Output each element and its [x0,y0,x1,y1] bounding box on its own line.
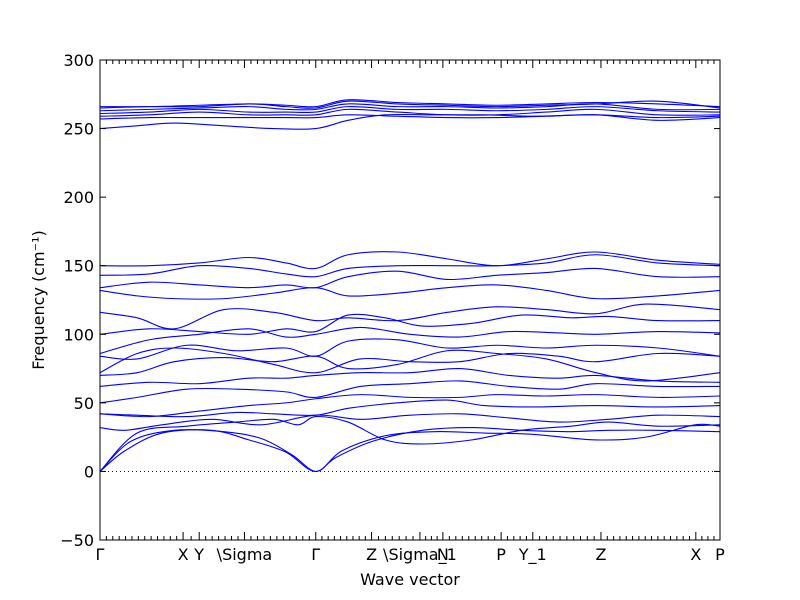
band-line-4 [99,413,721,431]
band-line-17 [99,254,721,278]
band-line-1 [99,426,721,472]
x-tick-label: \Sigma [217,545,273,564]
band-line-21 [99,108,721,117]
band-line-10 [99,347,721,374]
band-line-3 [99,415,721,472]
x-axis-label: Wave vector [360,570,460,589]
y-tick-label: 150 [63,257,94,276]
band-line-2 [99,423,721,472]
y-tick-group: −50 0 50 100 150 200 250 300 [60,51,720,550]
x-tick-label: N [437,545,449,564]
x-tick-label: Γ [311,545,320,564]
band-line-7 [99,380,721,404]
band-line-12 [99,326,721,355]
band-line-8 [99,368,721,387]
y-tick-label: 250 [63,120,94,139]
band-line-25 [99,99,721,108]
x-tick-label: Y_1 [518,545,547,565]
x-tick-label: Z [595,545,606,564]
y-tick-label: 300 [63,51,94,70]
x-tick-label: Y [193,545,204,564]
band-line-11 [99,338,721,360]
band-line-22 [99,106,721,115]
band-line-16 [99,267,721,289]
y-tick-label: 100 [63,325,94,344]
band-line-14 [99,303,721,330]
x-tick-label: Z [366,545,377,564]
x-tick-group: Γ X Y \Sigma Γ Z \Sigma_1N P Y_1 Z X P [96,60,725,565]
band-line-15 [99,284,721,300]
x-tick-label: Γ [96,545,105,564]
x-tick-label: P [715,545,725,564]
y-tick-label: 200 [63,188,94,207]
x-tick-label: P [496,545,506,564]
x-tick-label: \Sigma_1 [383,545,457,565]
band-line-9 [99,349,721,382]
x-tick-label: X [178,545,189,564]
band-series-group [99,99,721,472]
band-line-5 [99,399,721,418]
y-tick-label: −50 [60,531,94,550]
band-line-6 [99,394,721,418]
x-tick-label: X [690,545,701,564]
y-tick-label: 0 [84,462,94,481]
band-line-20 [99,114,721,121]
band-line-18 [99,251,721,270]
y-tick-label: 50 [74,394,94,413]
y-axis-label: Frequency (cm⁻¹) [29,230,48,369]
band-line-13 [99,313,721,335]
band-line-24 [99,100,721,109]
plot-frame [99,59,721,541]
